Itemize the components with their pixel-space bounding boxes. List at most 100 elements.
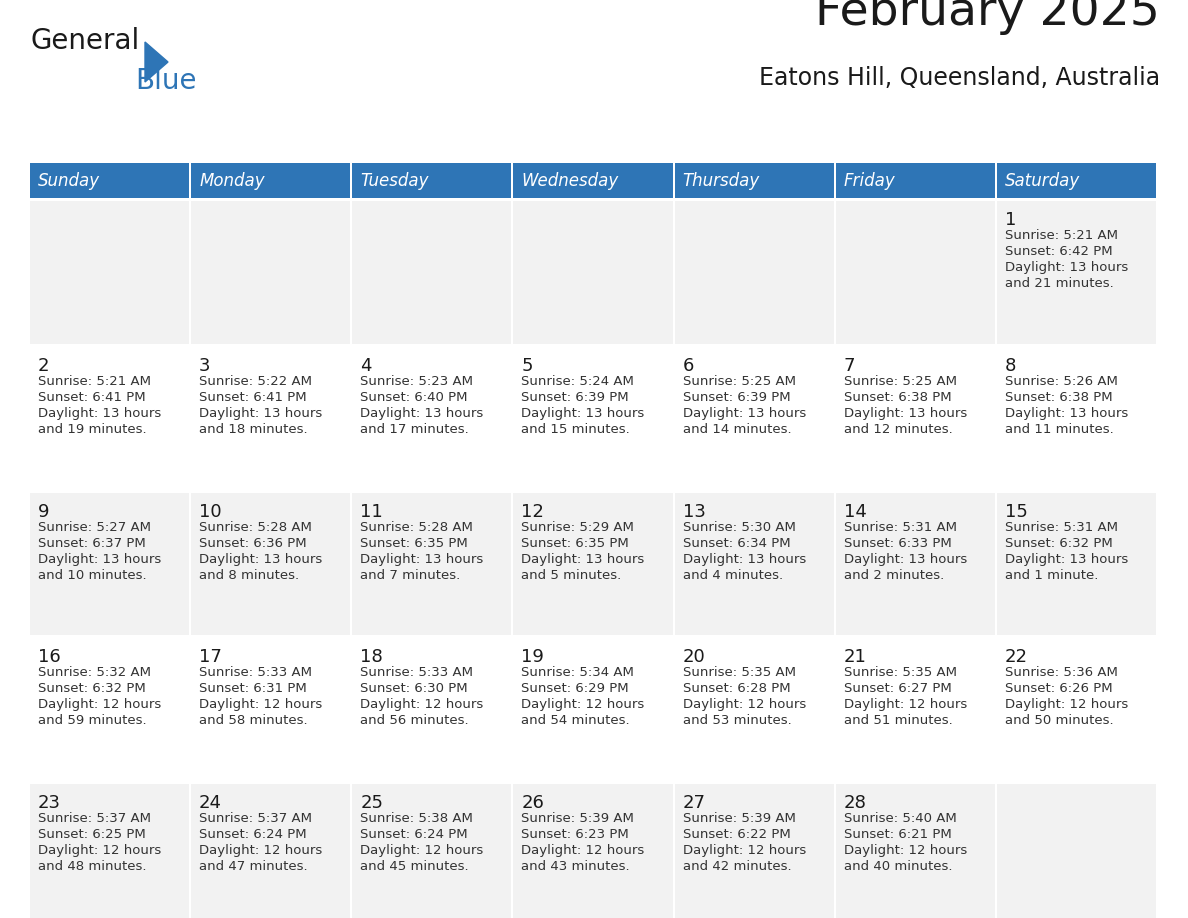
Text: Sunrise: 5:33 AM: Sunrise: 5:33 AM <box>200 666 312 679</box>
FancyBboxPatch shape <box>30 163 189 198</box>
Text: Sunset: 6:26 PM: Sunset: 6:26 PM <box>1005 682 1112 696</box>
Text: Sunrise: 5:40 AM: Sunrise: 5:40 AM <box>843 812 956 825</box>
Text: Daylight: 13 hours: Daylight: 13 hours <box>843 553 967 565</box>
Text: 6: 6 <box>683 357 694 375</box>
Text: Sunset: 6:34 PM: Sunset: 6:34 PM <box>683 537 790 550</box>
Text: 8: 8 <box>1005 357 1016 375</box>
Text: Sunset: 6:42 PM: Sunset: 6:42 PM <box>1005 245 1112 258</box>
Text: 28: 28 <box>843 794 866 812</box>
Text: Sunrise: 5:22 AM: Sunrise: 5:22 AM <box>200 375 312 387</box>
FancyBboxPatch shape <box>997 163 1156 198</box>
Text: Daylight: 12 hours: Daylight: 12 hours <box>200 699 322 711</box>
Text: Sunrise: 5:21 AM: Sunrise: 5:21 AM <box>1005 229 1118 242</box>
Text: 9: 9 <box>38 502 50 521</box>
Text: Daylight: 12 hours: Daylight: 12 hours <box>522 699 645 711</box>
FancyBboxPatch shape <box>513 347 672 489</box>
Text: and 59 minutes.: and 59 minutes. <box>38 714 146 727</box>
Text: 23: 23 <box>38 794 61 812</box>
Text: Sunset: 6:39 PM: Sunset: 6:39 PM <box>683 391 790 404</box>
Text: Daylight: 13 hours: Daylight: 13 hours <box>1005 553 1129 565</box>
Text: 12: 12 <box>522 502 544 521</box>
Text: 10: 10 <box>200 502 222 521</box>
Text: Sunset: 6:35 PM: Sunset: 6:35 PM <box>522 537 630 550</box>
Text: and 50 minutes.: and 50 minutes. <box>1005 714 1113 727</box>
Text: Sunrise: 5:25 AM: Sunrise: 5:25 AM <box>683 375 796 387</box>
Text: 15: 15 <box>1005 502 1028 521</box>
Text: Sunset: 6:33 PM: Sunset: 6:33 PM <box>843 537 952 550</box>
FancyBboxPatch shape <box>675 201 834 344</box>
FancyBboxPatch shape <box>513 784 672 918</box>
Text: and 2 minutes.: and 2 minutes. <box>843 568 944 582</box>
FancyBboxPatch shape <box>353 347 512 489</box>
Polygon shape <box>145 42 168 82</box>
FancyBboxPatch shape <box>675 638 834 781</box>
Text: Sunrise: 5:30 AM: Sunrise: 5:30 AM <box>683 521 796 533</box>
Text: Blue: Blue <box>135 67 196 95</box>
Text: Sunrise: 5:37 AM: Sunrise: 5:37 AM <box>200 812 312 825</box>
Text: Sunset: 6:35 PM: Sunset: 6:35 PM <box>360 537 468 550</box>
Text: 14: 14 <box>843 502 866 521</box>
Text: Sunrise: 5:33 AM: Sunrise: 5:33 AM <box>360 666 473 679</box>
Text: 20: 20 <box>683 648 706 666</box>
FancyBboxPatch shape <box>835 347 994 489</box>
FancyBboxPatch shape <box>997 493 1156 635</box>
Text: Sunrise: 5:28 AM: Sunrise: 5:28 AM <box>200 521 312 533</box>
Text: 4: 4 <box>360 357 372 375</box>
Text: and 8 minutes.: and 8 minutes. <box>200 568 299 582</box>
Text: Sunrise: 5:34 AM: Sunrise: 5:34 AM <box>522 666 634 679</box>
Text: Daylight: 12 hours: Daylight: 12 hours <box>683 699 805 711</box>
Text: Sunrise: 5:39 AM: Sunrise: 5:39 AM <box>683 812 796 825</box>
FancyBboxPatch shape <box>353 163 512 198</box>
Text: and 1 minute.: and 1 minute. <box>1005 568 1098 582</box>
Text: and 12 minutes.: and 12 minutes. <box>843 423 953 436</box>
Text: Sunrise: 5:36 AM: Sunrise: 5:36 AM <box>1005 666 1118 679</box>
Text: Daylight: 12 hours: Daylight: 12 hours <box>38 699 162 711</box>
Text: and 10 minutes.: and 10 minutes. <box>38 568 146 582</box>
Text: February 2025: February 2025 <box>815 0 1159 35</box>
Text: Sunset: 6:25 PM: Sunset: 6:25 PM <box>38 828 146 841</box>
Text: 2: 2 <box>38 357 50 375</box>
Text: Sunset: 6:36 PM: Sunset: 6:36 PM <box>200 537 307 550</box>
Text: Sunset: 6:28 PM: Sunset: 6:28 PM <box>683 682 790 696</box>
FancyBboxPatch shape <box>30 638 189 781</box>
FancyBboxPatch shape <box>353 201 512 344</box>
Text: General: General <box>30 27 139 55</box>
Text: Daylight: 13 hours: Daylight: 13 hours <box>522 407 645 420</box>
Text: Sunset: 6:22 PM: Sunset: 6:22 PM <box>683 828 790 841</box>
Text: Sunset: 6:40 PM: Sunset: 6:40 PM <box>360 391 468 404</box>
Text: 5: 5 <box>522 357 533 375</box>
FancyBboxPatch shape <box>835 784 994 918</box>
Text: Daylight: 13 hours: Daylight: 13 hours <box>360 553 484 565</box>
Text: Sunrise: 5:24 AM: Sunrise: 5:24 AM <box>522 375 634 387</box>
FancyBboxPatch shape <box>835 163 994 198</box>
Text: 22: 22 <box>1005 648 1028 666</box>
FancyBboxPatch shape <box>30 201 189 344</box>
Text: Daylight: 12 hours: Daylight: 12 hours <box>38 845 162 857</box>
Text: and 56 minutes.: and 56 minutes. <box>360 714 469 727</box>
Text: 13: 13 <box>683 502 706 521</box>
Text: Daylight: 12 hours: Daylight: 12 hours <box>843 845 967 857</box>
Text: and 51 minutes.: and 51 minutes. <box>843 714 953 727</box>
FancyBboxPatch shape <box>191 784 350 918</box>
Text: and 14 minutes.: and 14 minutes. <box>683 423 791 436</box>
FancyBboxPatch shape <box>997 638 1156 781</box>
FancyBboxPatch shape <box>513 163 672 198</box>
FancyBboxPatch shape <box>30 347 189 489</box>
Text: 11: 11 <box>360 502 383 521</box>
Text: and 5 minutes.: and 5 minutes. <box>522 568 621 582</box>
Text: Sunday: Sunday <box>38 172 100 189</box>
Text: 24: 24 <box>200 794 222 812</box>
Text: Sunset: 6:41 PM: Sunset: 6:41 PM <box>38 391 146 404</box>
Text: 21: 21 <box>843 648 866 666</box>
Text: Sunset: 6:24 PM: Sunset: 6:24 PM <box>200 828 307 841</box>
Text: Daylight: 12 hours: Daylight: 12 hours <box>360 699 484 711</box>
Text: and 15 minutes.: and 15 minutes. <box>522 423 630 436</box>
Text: Sunrise: 5:25 AM: Sunrise: 5:25 AM <box>843 375 956 387</box>
Text: Saturday: Saturday <box>1005 172 1080 189</box>
Text: and 45 minutes.: and 45 minutes. <box>360 860 469 873</box>
Text: and 17 minutes.: and 17 minutes. <box>360 423 469 436</box>
FancyBboxPatch shape <box>191 638 350 781</box>
FancyBboxPatch shape <box>675 163 834 198</box>
Text: Daylight: 13 hours: Daylight: 13 hours <box>1005 261 1129 274</box>
Text: Sunset: 6:21 PM: Sunset: 6:21 PM <box>843 828 952 841</box>
